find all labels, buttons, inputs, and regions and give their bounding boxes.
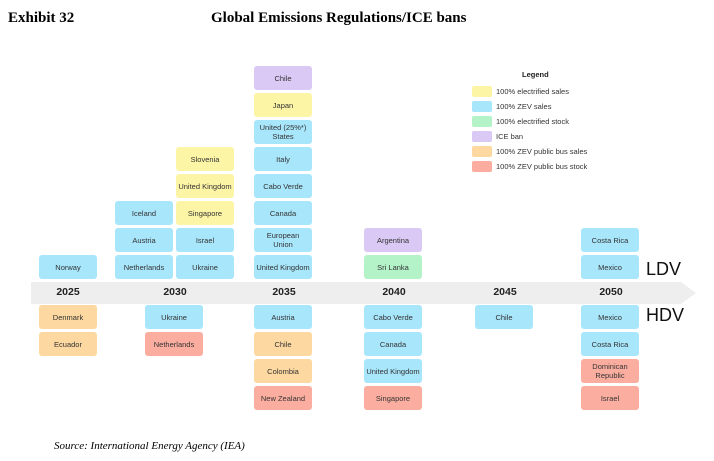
- legend-item-zev_bus_stock: 100% ZEV public bus stock: [472, 160, 587, 172]
- hdv-country-box: Israel: [581, 386, 639, 410]
- legend-item-electrified_sales: 100% electrified sales: [472, 85, 569, 97]
- hdv-country-box: Chile: [254, 332, 312, 356]
- legend-item-zev_sales: 100% ZEV sales: [472, 100, 551, 112]
- legend-label: 100% electrified sales: [496, 86, 569, 96]
- ldv-country-box: Israel: [176, 228, 234, 252]
- hdv-country-box: Ecuador: [39, 332, 97, 356]
- legend-swatch: [472, 130, 492, 142]
- ldv-country-box: Japan: [254, 93, 312, 117]
- ldv-country-box: Netherlands: [115, 255, 173, 279]
- ldv-country-box: European Union: [254, 228, 312, 252]
- hdv-country-box: Denmark: [39, 305, 97, 329]
- legend-label: 100% ZEV sales: [496, 101, 552, 111]
- ldv-label: LDV: [646, 259, 682, 279]
- ldv-country-box: Iceland: [115, 201, 173, 225]
- exhibit-number: Exhibit 32: [8, 10, 75, 26]
- year-label-2030: 2030: [163, 286, 187, 298]
- hdv-country-box: Costa Rica: [581, 332, 639, 356]
- hdv-country-box: Mexico: [581, 305, 639, 329]
- hdv-country-box: New Zealand: [254, 386, 312, 410]
- ldv-country-box: Canada: [254, 201, 312, 225]
- hdv-country-box: Singapore: [364, 386, 422, 410]
- ldv-country-box: Chile: [254, 66, 312, 90]
- ldv-country-box: Slovenia: [176, 147, 234, 171]
- legend-label: 100% ZEV public bus sales: [496, 146, 588, 156]
- ldv-country-box: United Kingdom: [176, 174, 234, 198]
- hdv-country-box: Chile: [475, 305, 533, 329]
- hdv-country-box: Colombia: [254, 359, 312, 383]
- ldv-country-box: Argentina: [364, 228, 422, 252]
- hdv-label: HDV: [646, 305, 685, 325]
- year-label-2045: 2045: [493, 286, 517, 298]
- legend-title: Legend: [522, 70, 549, 79]
- year-label-2050: 2050: [599, 286, 623, 298]
- hdv-country-box: Ukraine: [145, 305, 203, 329]
- legend-label: 100% ZEV public bus stock: [496, 161, 588, 171]
- hdv-country-box: Austria: [254, 305, 312, 329]
- legend-item-electrified_stock: 100% electrified stock: [472, 115, 569, 127]
- hdv-country-box: Netherlands: [145, 332, 203, 356]
- hdv-country-box: United Kingdom: [364, 359, 422, 383]
- year-label-2025: 2025: [56, 286, 80, 298]
- legend-swatch: [472, 85, 492, 97]
- ldv-country-box: Costa Rica: [581, 228, 639, 252]
- hdv-country-box: Dominican Republic: [581, 359, 639, 383]
- year-label-2035: 2035: [272, 286, 296, 298]
- page-title: Global Emissions Regulations/ICE bans: [211, 10, 467, 26]
- legend-swatch: [472, 160, 492, 172]
- legend-item-ice_ban: ICE ban: [472, 130, 523, 142]
- hdv-country-box: Canada: [364, 332, 422, 356]
- ldv-country-box: United Kingdom: [254, 255, 312, 279]
- legend-label: 100% electrified stock: [496, 116, 569, 126]
- hdv-country-box: Cabo Verde: [364, 305, 422, 329]
- timeline-arrow: [31, 282, 696, 304]
- ldv-country-box: Cabo Verde: [254, 174, 312, 198]
- legend-swatch: [472, 115, 492, 127]
- ldv-country-box: Mexico: [581, 255, 639, 279]
- ldv-country-box: Italy: [254, 147, 312, 171]
- legend-swatch: [472, 100, 492, 112]
- ldv-country-box: Sri Lanka: [364, 255, 422, 279]
- legend-swatch: [472, 145, 492, 157]
- legend-item-zev_bus_sales: 100% ZEV public bus sales: [472, 145, 587, 157]
- ldv-country-box: Ukraine: [176, 255, 234, 279]
- ldv-country-box: Singapore: [176, 201, 234, 225]
- ldv-country-box: Norway: [39, 255, 97, 279]
- ldv-country-box: Austria: [115, 228, 173, 252]
- year-label-2040: 2040: [382, 286, 406, 298]
- legend-label: ICE ban: [496, 131, 524, 141]
- ldv-country-box: United (25%*) States: [254, 120, 312, 144]
- source-note: Source: International Energy Agency (IEA…: [54, 440, 245, 452]
